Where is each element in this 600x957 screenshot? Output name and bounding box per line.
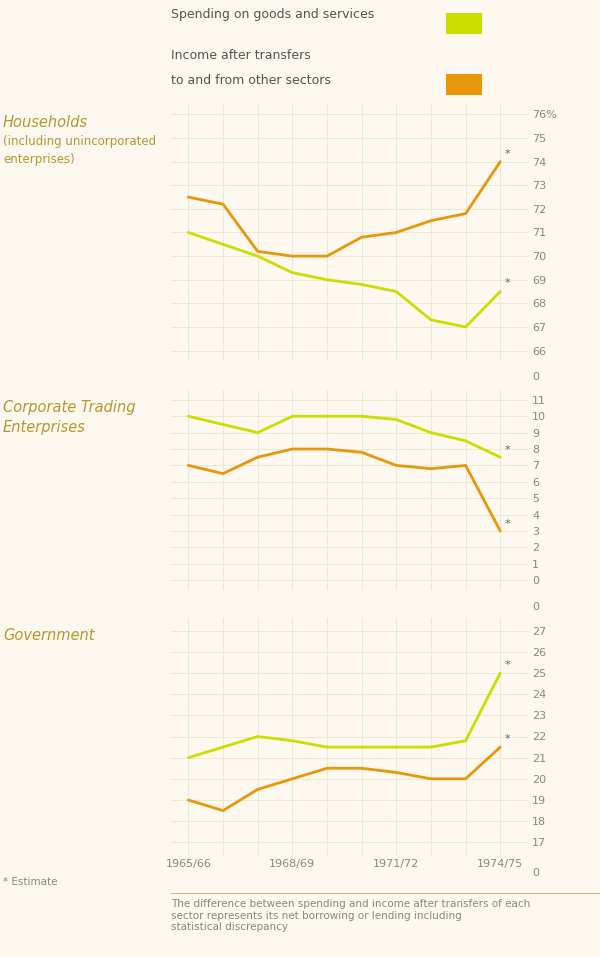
Text: The difference between spending and income after transfers of each
sector repres: The difference between spending and inco… (171, 899, 530, 932)
Text: 0: 0 (532, 867, 539, 878)
Text: *: * (505, 660, 510, 670)
Text: *: * (505, 519, 510, 528)
Text: to and from other sectors: to and from other sectors (171, 74, 331, 86)
Text: *: * (505, 445, 510, 455)
Bar (446, 12, 482, 34)
Text: Government: Government (3, 628, 95, 643)
Text: Spending on goods and services: Spending on goods and services (171, 8, 374, 21)
Text: * Estimate: * Estimate (3, 877, 58, 887)
Text: enterprises): enterprises) (3, 153, 75, 166)
Text: 0: 0 (532, 372, 539, 383)
Bar (446, 74, 482, 96)
Text: *: * (505, 148, 510, 159)
Text: Households: Households (3, 115, 88, 130)
Text: Enterprises: Enterprises (3, 420, 86, 435)
Text: Income after transfers: Income after transfers (171, 49, 311, 62)
Text: *: * (505, 278, 510, 288)
Text: (including unincorporated: (including unincorporated (3, 135, 156, 148)
Text: Corporate Trading: Corporate Trading (3, 400, 136, 415)
Text: 0: 0 (532, 603, 539, 612)
Text: *: * (505, 734, 510, 745)
